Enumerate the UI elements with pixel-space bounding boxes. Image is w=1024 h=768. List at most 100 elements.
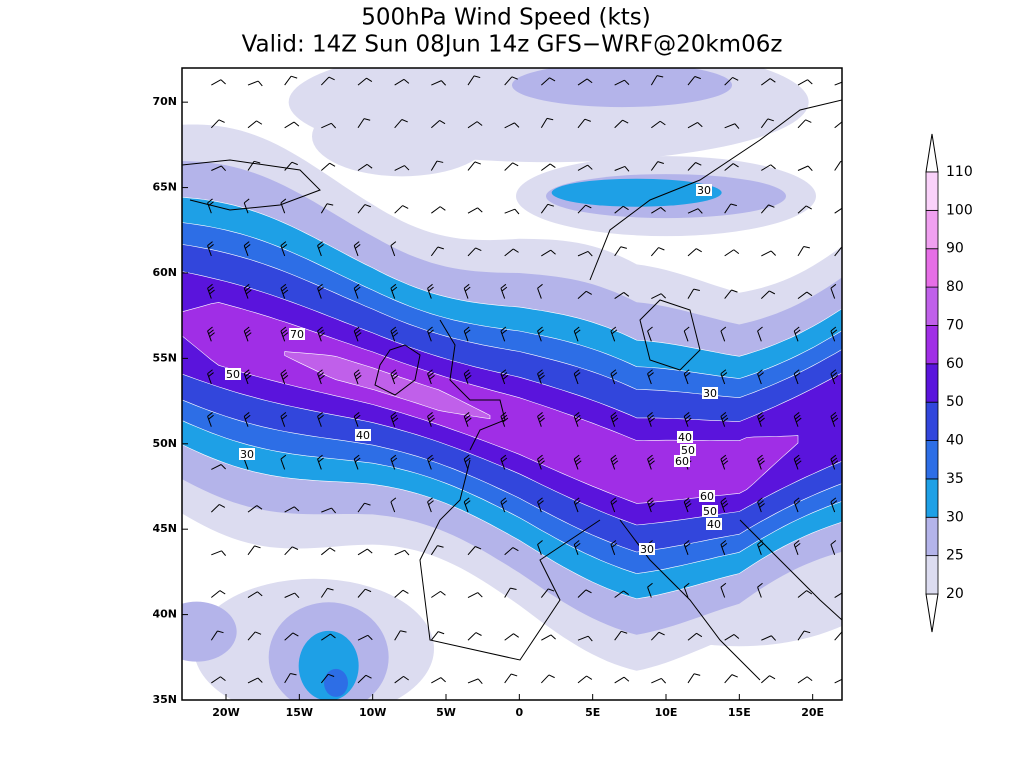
barb-flag	[795, 460, 802, 466]
wind-barb	[431, 120, 446, 129]
wind-barb	[321, 162, 336, 171]
barb-flag	[538, 414, 544, 420]
wind-barb	[210, 630, 224, 641]
barb-flag	[253, 160, 261, 164]
wind-barb	[540, 203, 554, 214]
barb-flag	[329, 162, 336, 167]
barb-flag	[510, 673, 518, 677]
wind-barb	[394, 119, 408, 129]
contour-label-box	[702, 505, 718, 517]
barb-flag	[475, 247, 482, 252]
wind-barb	[683, 369, 691, 385]
barb-flag	[365, 674, 372, 679]
barb-flag	[610, 326, 617, 332]
barb-flag	[537, 412, 543, 417]
barb-staff	[210, 119, 220, 129]
wind-barb	[757, 369, 764, 385]
barb-flag	[794, 414, 801, 420]
barb-staff	[577, 250, 589, 257]
barb-staff	[317, 288, 322, 299]
barb-flag	[477, 207, 483, 213]
barb-staff	[207, 416, 212, 427]
wind-barb	[687, 248, 702, 257]
barb-staff	[614, 292, 625, 300]
barb-flag	[208, 414, 214, 420]
contour-label-box	[677, 431, 693, 443]
colorbar-label: 100	[946, 202, 973, 218]
wind-barb	[761, 635, 777, 641]
barb-staff	[504, 587, 511, 598]
barb-flag	[831, 372, 838, 377]
lon-tick-label: 10W	[359, 706, 386, 719]
barb-staff	[500, 330, 506, 342]
barb-flag	[365, 588, 372, 593]
wind-barb	[761, 164, 776, 171]
barb-flag	[683, 540, 690, 545]
barb-staff	[610, 501, 616, 513]
wind-barb	[357, 118, 371, 129]
barb-flag	[280, 412, 287, 417]
lat-tick-label: 70N	[152, 95, 177, 108]
barb-flag	[437, 246, 444, 250]
wind-barb	[540, 117, 554, 129]
wind-barb	[724, 123, 740, 129]
barb-staff	[320, 203, 328, 214]
barb-flag	[281, 372, 288, 377]
barb-flag	[770, 250, 776, 256]
wind-barb	[724, 249, 740, 257]
barb-staff	[243, 245, 249, 257]
wind-barb	[504, 547, 519, 556]
lon-tick-label: 5W	[436, 706, 456, 719]
barb-flag	[245, 374, 252, 380]
barb-flag	[757, 497, 763, 503]
barb-flag	[464, 329, 471, 335]
title-line: Valid: 14Z Sun 08Jun 14z GFS−WRF@20km06z	[242, 32, 783, 58]
wind-barb	[687, 632, 703, 641]
barb-flag	[281, 414, 288, 420]
barb-flag	[538, 329, 544, 335]
barb-flag	[317, 326, 323, 332]
wind-barb	[357, 588, 372, 598]
wind-barb	[757, 412, 765, 427]
barb-staff	[651, 120, 661, 129]
contour-label-box	[225, 368, 241, 380]
barb-flag	[683, 582, 690, 588]
barb-flag	[354, 329, 361, 335]
barb-staff	[243, 416, 249, 427]
wind-barb	[280, 326, 289, 342]
barb-staff	[793, 330, 799, 342]
coastline	[374, 344, 421, 396]
barb-staff	[321, 122, 332, 129]
wind-barb	[390, 497, 397, 513]
barb-flag	[244, 414, 251, 420]
barb-flag	[758, 457, 764, 463]
barb-staff	[577, 675, 587, 684]
barb-flag	[648, 457, 654, 463]
barb-flag	[282, 289, 289, 295]
wind-barb	[284, 546, 299, 556]
barb-staff	[394, 630, 401, 641]
barb-staff	[284, 506, 295, 513]
barb-flag	[243, 412, 250, 417]
wind-barb	[834, 80, 842, 86]
barb-staff	[504, 547, 514, 556]
barb-flag	[649, 460, 655, 466]
barb-flag	[721, 500, 728, 505]
barb-flag	[830, 454, 837, 460]
barb-flag	[684, 500, 691, 505]
barb-flag	[757, 454, 763, 460]
barb-flag	[502, 374, 509, 380]
barb-staff	[687, 208, 699, 214]
wind-barb	[647, 412, 655, 427]
barb-staff	[394, 165, 405, 171]
barb-staff	[353, 416, 359, 427]
barb-flag	[367, 634, 373, 641]
barb-flag	[390, 326, 397, 332]
barb-staff	[687, 288, 695, 299]
barb-staff	[720, 373, 726, 385]
lon-tick-label: 15E	[728, 706, 751, 719]
coastline	[439, 319, 506, 451]
wind-barb	[830, 283, 837, 299]
barb-flag	[293, 121, 300, 127]
barb-staff	[357, 674, 367, 684]
